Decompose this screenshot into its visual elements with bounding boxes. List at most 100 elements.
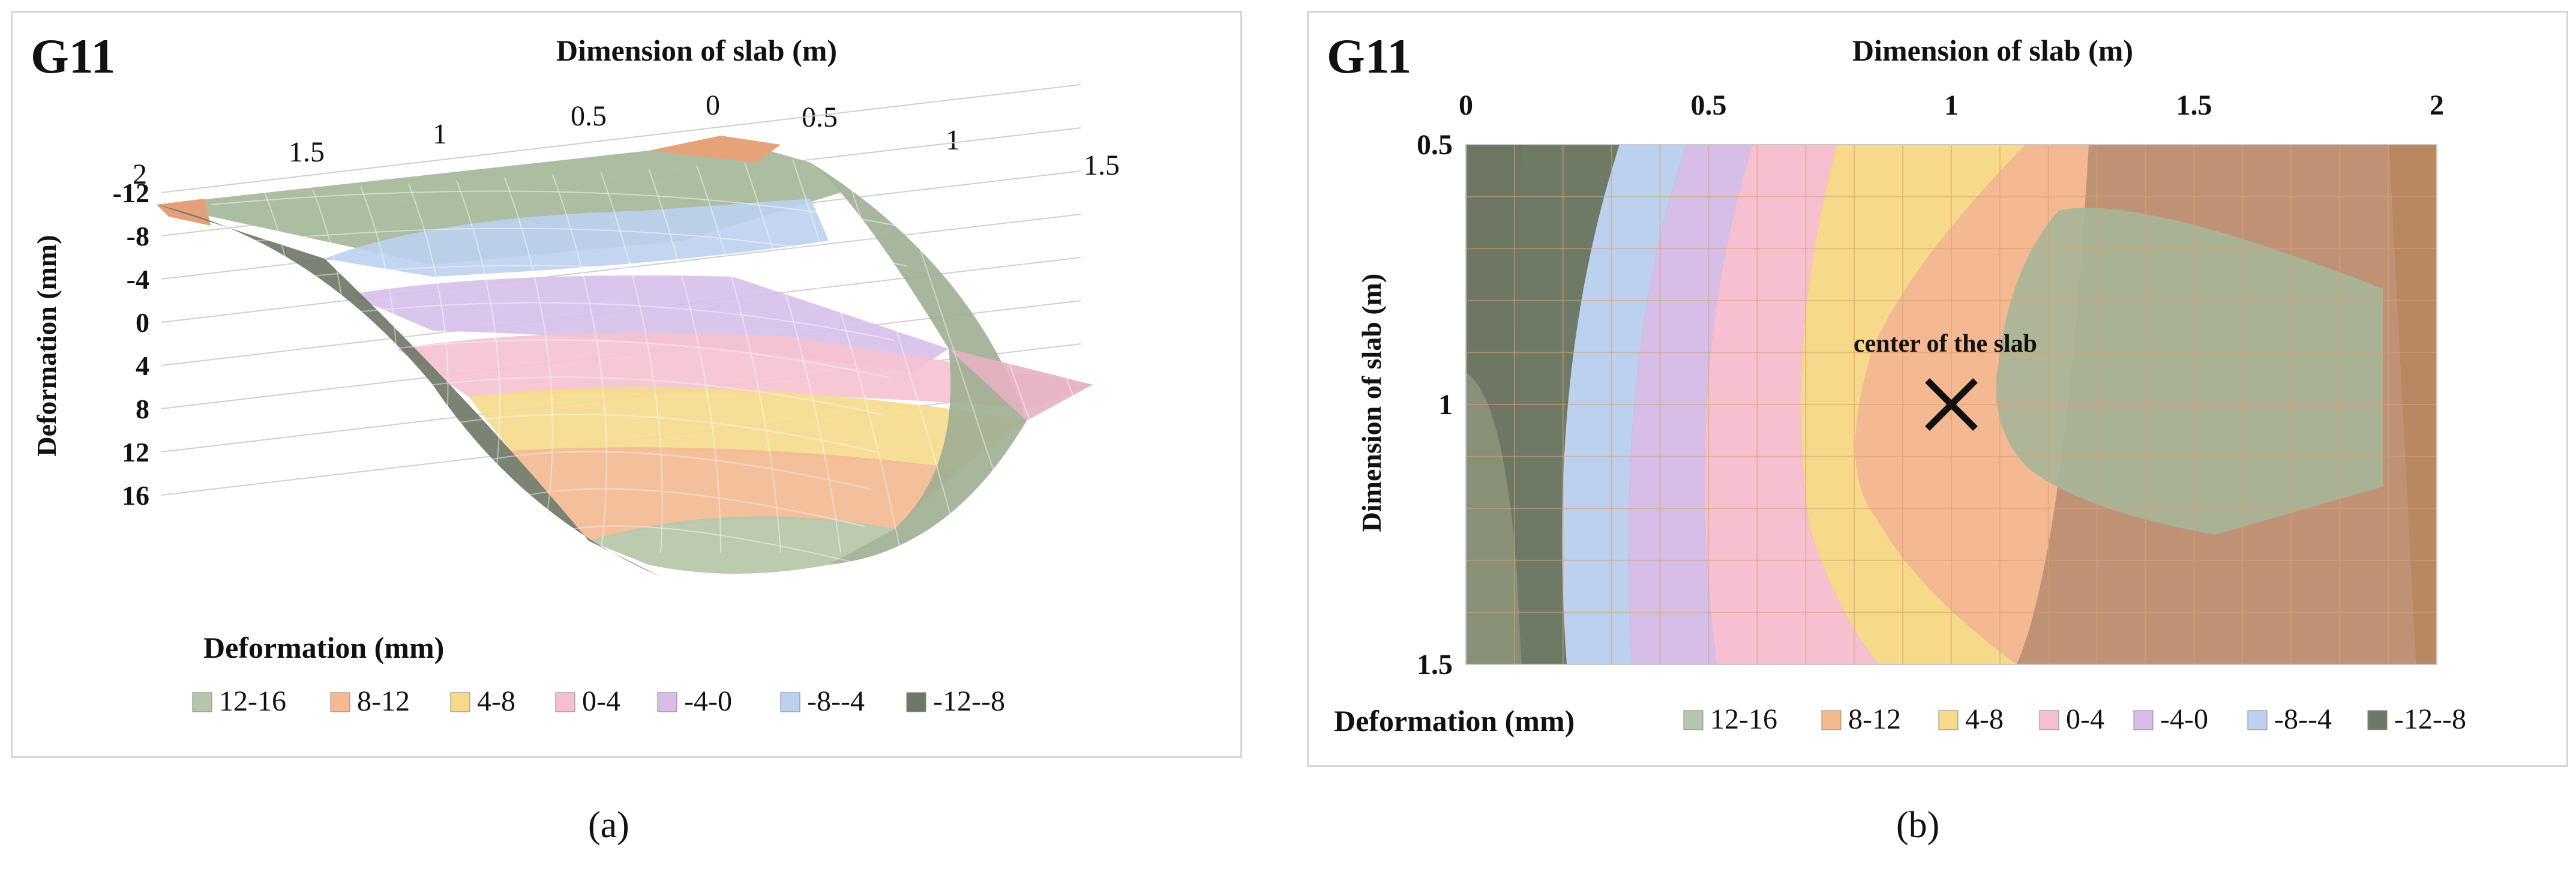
mesh-line (504, 177, 553, 553)
legend-swatch-8-12 (1821, 710, 1842, 730)
legend-swatch-minus12-minus8 (2367, 710, 2388, 730)
y-tick: 1 (1438, 389, 1453, 421)
x-ticks-b: 0 0.5 1 1.5 2 (1459, 89, 2444, 121)
x-tick: 2 (133, 158, 147, 190)
panel-label-b: G11 (1327, 29, 1411, 83)
x-tick: 1 (1944, 89, 1959, 121)
contour-band-4-8 (1801, 145, 2026, 664)
x-tick: 0.5 (802, 101, 838, 133)
surface-side-shadow (157, 205, 661, 577)
y-tick: 0.5 (1417, 129, 1453, 161)
surface-band-minus8-minus4 (325, 199, 829, 277)
surface-edge-band (649, 136, 781, 163)
legend-label: -8--4 (807, 685, 865, 717)
legend-label: -12--8 (2394, 703, 2466, 735)
x-tick: 1.5 (1084, 149, 1120, 181)
legend-swatch-0-4 (555, 692, 575, 712)
mesh-line (888, 153, 1021, 553)
mesh-line (318, 302, 895, 341)
surface-band-8-12 (511, 447, 961, 541)
legend-swatch-12-16 (1683, 710, 1704, 730)
legend-label: 0-4 (582, 685, 620, 717)
z-tick: -8 (127, 221, 149, 251)
x-tick: 1 (433, 118, 447, 150)
legend-label: 4-8 (477, 685, 515, 717)
z-tick: 12 (122, 437, 149, 468)
x-ticks-a: 2 1.5 1 0.5 0 0.5 1 1.5 (133, 89, 1120, 190)
chart-panel-b: G11 Dimension of slab (m) 0 0.5 1 1.5 2 0.5 1… (1307, 11, 2568, 767)
caption-b: (b) (1896, 805, 1940, 846)
z-tick: -4 (127, 264, 149, 295)
x-tick: 0 (706, 89, 720, 121)
z-tick: 16 (122, 480, 149, 511)
contour-band--12--8-light (1466, 373, 1522, 664)
center-annotation: center of the slab (1854, 330, 2037, 431)
mesh-line (984, 147, 1141, 553)
panel-label-a: G11 (31, 29, 115, 83)
x-tick: 1.5 (289, 136, 325, 168)
y-ticks-b: 0.5 1 1.5 (1417, 129, 1453, 681)
legend-label: 4-8 (1965, 703, 2004, 735)
x-tick: 1 (946, 124, 960, 156)
legend-b: 12-16 8-12 4-8 0-4 -4-0 -8--4 -12--8 (1683, 703, 2466, 735)
mesh-line (498, 488, 865, 527)
mesh-line (426, 413, 877, 453)
x-axis-label-a: Dimension of slab (m) (556, 34, 837, 67)
mesh-line (408, 183, 449, 553)
contour-band-12-16 (1996, 208, 2383, 535)
mesh-line (744, 162, 841, 553)
x-tick: 0 (1459, 89, 1473, 121)
legend-swatch-0-4 (2039, 710, 2059, 730)
plot-frame (1465, 144, 2437, 665)
legend-label: 8-12 (1848, 703, 1901, 735)
mesh-line (354, 339, 889, 378)
legend-label: -4-0 (2160, 703, 2208, 735)
x-tick: 1.5 (2176, 89, 2212, 121)
chart-panel-a: G11 Dimension of slab (m) 2 1.5 1 0.5 0 … (11, 11, 1242, 758)
grid-line (161, 84, 1081, 193)
legend-label: 8-12 (357, 685, 410, 717)
y-tick: 1.5 (1417, 649, 1453, 681)
legend-label: -12--8 (933, 685, 1005, 717)
mesh-line (240, 192, 296, 553)
mesh-line (282, 265, 901, 304)
legend-swatch-minus8-minus4 (2247, 710, 2268, 730)
legend-swatch-minus8-minus4 (780, 692, 800, 712)
legend-swatch-12-16 (192, 692, 212, 712)
legend-swatch-minus4-0 (657, 692, 677, 712)
x-axis-label-b: Dimension of slab (m) (1852, 34, 2133, 67)
surface-flap (949, 349, 1093, 421)
legend-swatch-4-8 (1938, 710, 1959, 730)
mesh-line (600, 171, 663, 553)
center-marker (1925, 378, 1978, 431)
legend-title-b: Deformation (mm) (1334, 704, 1575, 738)
legend-swatch-4-8 (450, 692, 470, 712)
mesh-line (210, 190, 913, 229)
mesh-line (696, 165, 781, 553)
grid-line (161, 214, 1081, 323)
surface-chart: G11 Dimension of slab (m) 2 1.5 1 0.5 0 … (31, 29, 1141, 717)
mesh-line (534, 525, 859, 564)
legend-label: -8--4 (2274, 703, 2332, 735)
surface-a (157, 136, 1093, 577)
y-axis-label-b: Dimension of slab (m) (1356, 274, 1387, 532)
z-tick: -12 (113, 178, 149, 208)
legend-swatch-8-12 (330, 692, 350, 712)
contour-chart: G11 Dimension of slab (m) 0 0.5 1 1.5 2 0.51… (1327, 29, 2466, 738)
mesh-line (648, 168, 721, 553)
mesh-line (462, 451, 871, 490)
z-ticks-a: -12 -8 -4 0 4 8 12 16 (113, 178, 149, 511)
legend-swatch-minus12-minus8 (906, 692, 926, 712)
legend-label: -4-0 (684, 685, 732, 717)
x-tick: 0.5 (1691, 89, 1727, 121)
mesh-line (246, 227, 907, 266)
mesh-line (840, 156, 961, 553)
z-tick: 4 (136, 350, 149, 381)
mesh-line (792, 159, 901, 553)
annotation-label: center of the slab (1854, 330, 2037, 358)
mesh-line (552, 174, 607, 553)
surface-mesh-a (210, 147, 1141, 564)
mesh-line (456, 180, 500, 553)
legend-swatch-minus4-0 (2133, 710, 2154, 730)
mesh-line (390, 376, 883, 415)
